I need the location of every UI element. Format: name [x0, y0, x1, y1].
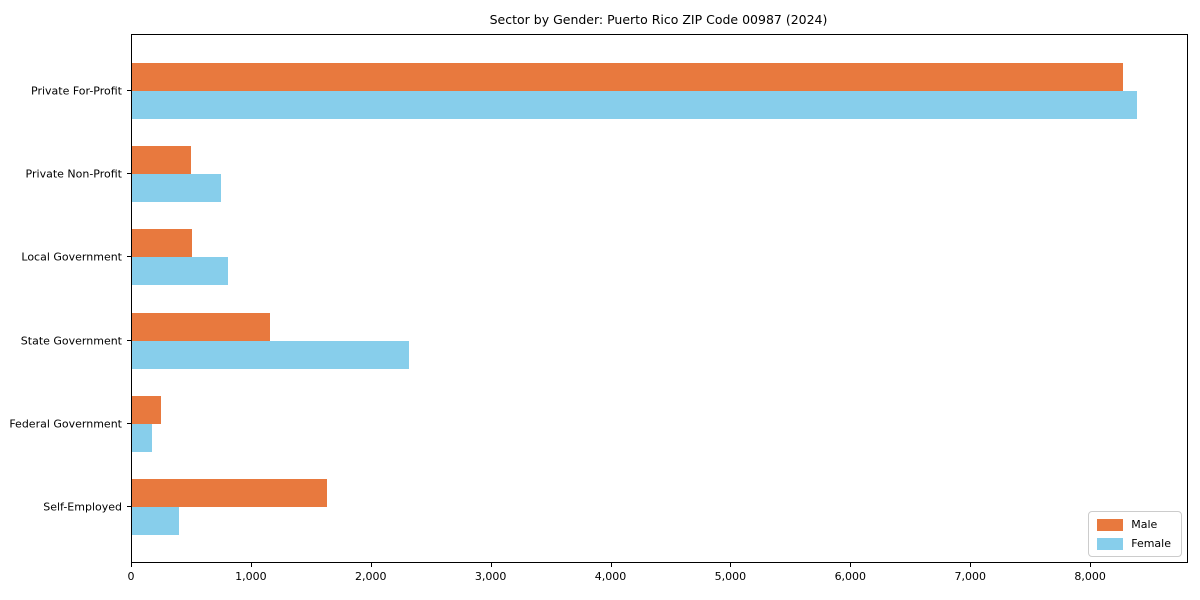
x-tick-label: 4,000 [594, 570, 627, 583]
bar-male-2 [132, 229, 192, 258]
bar-female-1 [132, 174, 221, 203]
x-tick-label: 3,000 [474, 570, 507, 583]
x-tick-label: 0 [127, 570, 135, 583]
bar-male-5 [132, 479, 328, 507]
x-tick-label: 1,000 [235, 570, 267, 583]
y-tick-label: Private Non-Profit [25, 167, 122, 181]
x-tick-mark [131, 563, 132, 567]
x-tick-mark [850, 563, 852, 567]
x-tick-label: 8,000 [1074, 570, 1106, 583]
legend-item-female: Female [1097, 537, 1171, 550]
bar-male-1 [132, 146, 191, 175]
y-tick-mark [127, 422, 131, 424]
legend-swatch-female [1097, 537, 1124, 550]
x-tick-mark [1090, 563, 1092, 567]
x-tick-mark [250, 563, 252, 567]
y-tick-label: Local Government [21, 250, 122, 264]
y-tick-label: State Government [20, 334, 122, 348]
legend-label-male: Male [1131, 518, 1158, 531]
legend-swatch-male [1097, 518, 1124, 531]
y-tick-mark [127, 90, 131, 91]
x-tick-mark [370, 563, 372, 567]
chart-title: Sector by Gender: Puerto Rico ZIP Code 0… [489, 12, 828, 27]
legend: Male Female [1088, 511, 1182, 557]
y-tick-mark [127, 339, 131, 341]
y-tick-label: Federal Government [9, 417, 122, 431]
x-tick-mark [490, 563, 492, 567]
x-tick-label: 5,000 [714, 570, 747, 583]
y-tick-label: Self-Employed [43, 500, 122, 514]
bar-male-4 [132, 395, 162, 424]
y-tick-mark [127, 256, 131, 258]
y-tick-mark [127, 173, 131, 175]
bar-male-0 [132, 63, 1124, 91]
y-tick-mark [127, 506, 131, 507]
x-tick-mark [970, 563, 972, 567]
bar-male-3 [132, 312, 270, 341]
legend-label-female: Female [1131, 537, 1171, 550]
bar-female-4 [132, 423, 153, 452]
bar-female-2 [132, 257, 228, 286]
bar-female-5 [132, 507, 180, 535]
x-tick-label: 6,000 [834, 570, 867, 583]
legend-item-male: Male [1097, 518, 1171, 531]
x-tick-label: 2,000 [355, 570, 387, 583]
x-tick-mark [730, 563, 732, 567]
y-tick-label: Private For-Profit [31, 84, 122, 98]
x-tick-label: 7,000 [954, 570, 986, 583]
bar-female-3 [132, 340, 409, 369]
bar-female-0 [132, 91, 1137, 119]
x-tick-mark [610, 563, 612, 567]
plot-area: Male Female [131, 34, 1188, 563]
